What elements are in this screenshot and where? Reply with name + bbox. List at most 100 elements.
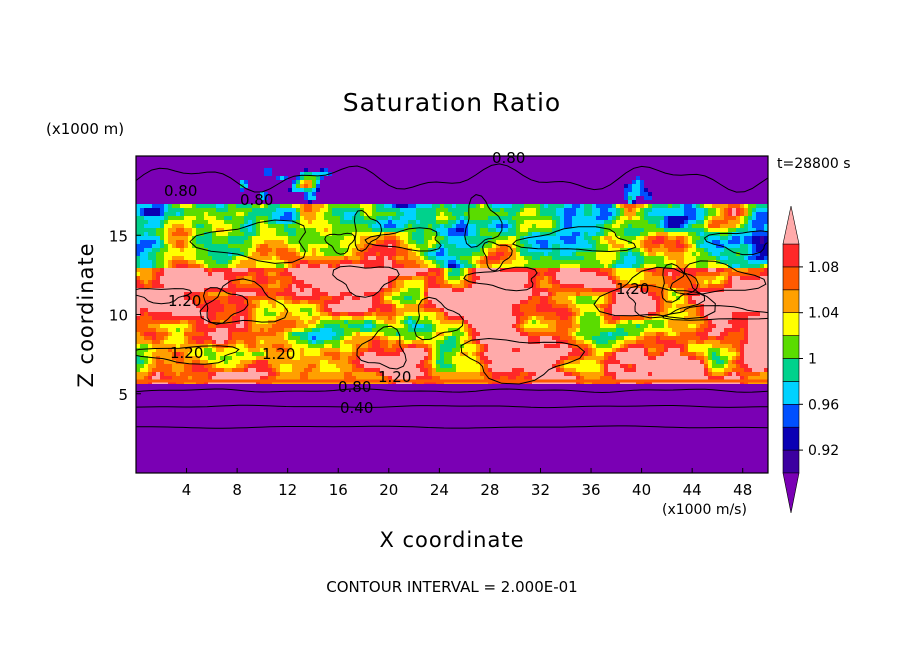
field-cell (556, 164, 561, 169)
field-cell (460, 160, 465, 165)
field-cell (316, 232, 321, 237)
field-cell (708, 168, 713, 173)
field-cell (440, 200, 445, 205)
field-cell (596, 192, 601, 197)
field-cell (208, 208, 213, 213)
field-cell (500, 216, 505, 221)
field-cell (296, 192, 301, 197)
field-cell (752, 248, 757, 253)
field-cell (284, 236, 289, 241)
field-cell (200, 200, 205, 205)
field-cell (288, 220, 293, 225)
field-cell (232, 252, 237, 257)
field-cell (748, 260, 753, 265)
field-cell (152, 280, 157, 285)
field-cell (732, 180, 737, 185)
field-cell (616, 244, 621, 249)
field-cell (496, 200, 501, 205)
field-cell (212, 176, 217, 181)
field-cell (532, 156, 537, 161)
field-cell (560, 160, 565, 165)
field-cell (756, 168, 761, 173)
field-cell (732, 192, 737, 197)
field-cell (400, 164, 405, 169)
field-cell (568, 232, 573, 237)
field-cell (636, 244, 641, 249)
field-cell (552, 196, 557, 201)
field-cell (524, 164, 529, 169)
field-cell (492, 232, 497, 237)
field-cell (340, 240, 345, 245)
field-cell (488, 216, 493, 221)
field-cell (736, 248, 741, 253)
field-cell (692, 188, 697, 193)
field-cell (412, 232, 417, 237)
field-cell (576, 216, 581, 221)
field-cell (548, 204, 553, 209)
field-cell (740, 248, 745, 253)
field-cell (720, 224, 725, 229)
field-cell (636, 256, 641, 261)
field-cell (300, 240, 305, 245)
field-cell (576, 208, 581, 213)
field-cell (456, 216, 461, 221)
field-cell (212, 192, 217, 197)
field-cell (496, 260, 501, 265)
field-cell (664, 204, 669, 209)
field-cell (184, 196, 189, 201)
field-cell (760, 164, 765, 169)
field-cell (608, 192, 613, 197)
field-cell (572, 204, 577, 209)
field-cell (480, 248, 485, 253)
field-cell (644, 256, 649, 261)
field-cell (448, 220, 453, 225)
field-cell (432, 192, 437, 197)
field-cell (672, 228, 677, 233)
field-cell (420, 196, 425, 201)
field-cell (668, 188, 673, 193)
field-cell (684, 204, 689, 209)
field-cell (668, 208, 673, 213)
field-cell (156, 188, 161, 193)
field-cell (268, 244, 273, 249)
field-cell (252, 156, 257, 161)
field-cell (604, 208, 609, 213)
field-cell (604, 204, 609, 209)
field-cell (440, 160, 445, 165)
field-cell (540, 216, 545, 221)
field-cell (424, 204, 429, 209)
field-cell (732, 272, 737, 277)
field-cell (288, 240, 293, 245)
field-cell (340, 260, 345, 265)
field-cell (260, 216, 265, 221)
field-cell (152, 232, 157, 237)
field-cell (188, 232, 193, 237)
field-cell (428, 256, 433, 261)
field-cell (720, 172, 725, 177)
field-cell (552, 220, 557, 225)
field-cell (616, 172, 621, 177)
field-cell (736, 200, 741, 205)
field-cell (368, 272, 373, 277)
field-cell (160, 272, 165, 277)
field-cell (724, 172, 729, 177)
field-cell (436, 268, 441, 273)
field-cell (708, 236, 713, 241)
field-cell (392, 168, 397, 173)
field-cell (736, 220, 741, 225)
field-cell (212, 244, 217, 249)
field-cell (616, 180, 621, 185)
field-cell (736, 244, 741, 249)
field-cell (516, 172, 521, 177)
field-cell (392, 212, 397, 217)
field-cell (136, 168, 141, 173)
field-cell (440, 204, 445, 209)
field-cell (548, 220, 553, 225)
field-cell (356, 196, 361, 201)
field-cell (272, 168, 277, 173)
field-cell (540, 260, 545, 265)
field-cell (528, 208, 533, 213)
field-cell (464, 212, 469, 217)
field-cell (676, 260, 681, 265)
field-cell (692, 180, 697, 185)
